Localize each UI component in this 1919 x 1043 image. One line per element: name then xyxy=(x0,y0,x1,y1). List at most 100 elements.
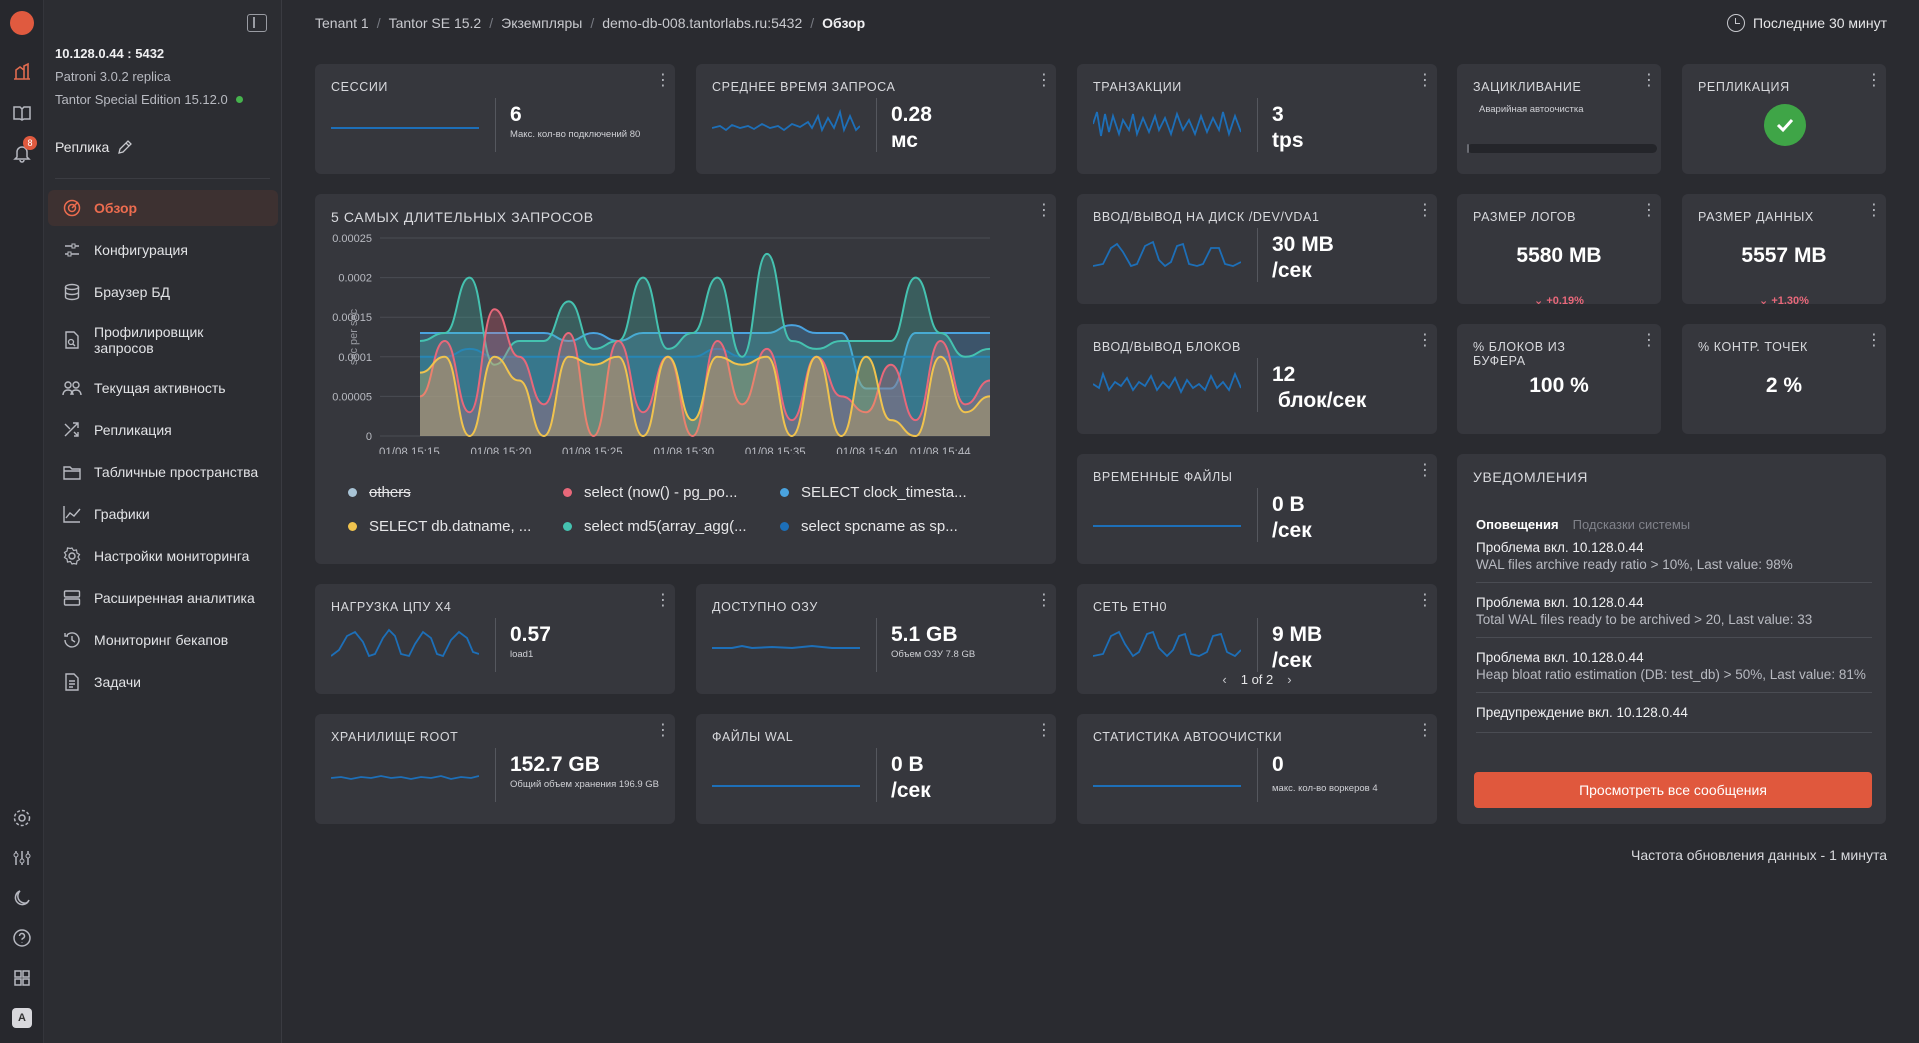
y-tick-label: 0.00025 xyxy=(332,233,372,245)
kebab-menu-icon[interactable]: ⋮ xyxy=(1641,202,1657,219)
kebab-menu-icon[interactable]: ⋮ xyxy=(655,722,671,739)
adjust-icon[interactable] xyxy=(9,845,35,871)
book-icon[interactable] xyxy=(9,100,35,126)
tab-system-hints[interactable]: Подсказки системы xyxy=(1572,517,1691,532)
kebab-menu-icon[interactable]: ⋮ xyxy=(655,72,671,89)
ram-sparkline xyxy=(712,644,860,650)
avg-query-number: 0.28 xyxy=(891,103,932,126)
sidebar-item-label: Текущая активность xyxy=(94,380,226,396)
sidebar-item-query-profiler[interactable]: Профилировщик запросов xyxy=(48,316,278,364)
sidebar-item-tablespaces[interactable]: Табличные пространства xyxy=(48,454,278,490)
breadcrumb-tenant[interactable]: Tenant 1 xyxy=(315,15,369,31)
edition-label: Tantor Special Edition 15.12.0 xyxy=(55,92,228,107)
edit-pencil-icon[interactable] xyxy=(117,139,133,155)
legend-item[interactable]: SELECT clock_timesta... xyxy=(780,484,967,501)
view-all-messages-button[interactable]: Просмотреть все сообщения xyxy=(1474,772,1872,808)
x-tick-label: 01/08 15:44 xyxy=(910,447,971,454)
sidebar-item-configuration[interactable]: Конфигурация xyxy=(48,232,278,268)
card-avg-query-time: Среднее время запроса ⋮ 0.28 мс xyxy=(696,64,1056,174)
notification-item[interactable]: Проблема вкл. 10.128.0.44 Heap bloat rat… xyxy=(1476,650,1872,693)
breadcrumb-product[interactable]: Tantor SE 15.2 xyxy=(388,15,482,31)
kebab-menu-icon[interactable]: ⋮ xyxy=(1036,722,1052,739)
sidebar-divider xyxy=(55,178,270,179)
moon-icon[interactable] xyxy=(9,885,35,911)
kebab-menu-icon[interactable]: ⋮ xyxy=(1417,72,1433,89)
settings-icon[interactable] xyxy=(9,805,35,831)
kebab-menu-icon[interactable]: ⋮ xyxy=(1866,202,1882,219)
kebab-menu-icon[interactable]: ⋮ xyxy=(1417,462,1433,479)
kebab-menu-icon[interactable]: ⋮ xyxy=(1036,592,1052,609)
kebab-menu-icon[interactable]: ⋮ xyxy=(1417,202,1433,219)
user-avatar[interactable]: A xyxy=(9,1005,35,1031)
notifications-tabs: Оповещения Подсказки системы xyxy=(1476,517,1690,532)
card-wal-files: Файлы WAL ⋮ 0 B/сек xyxy=(696,714,1056,824)
storage-note: Общий объем хранения 196.9 GB xyxy=(510,779,660,790)
dashboard-icon[interactable] xyxy=(9,58,35,84)
legend-item[interactable]: SELECT db.datname, ... xyxy=(348,518,531,535)
sliders-icon xyxy=(62,240,82,260)
sidebar-item-monitoring-settings[interactable]: Настройки мониторинга xyxy=(48,538,278,574)
card-checkpoints: % контр. точек ⋮ 2 % xyxy=(1682,324,1886,434)
sidebar-item-db-browser[interactable]: Браузер БД xyxy=(48,274,278,310)
logs-size-value: 5580 MB xyxy=(1516,244,1602,267)
sidebar-item-tasks[interactable]: Задачи xyxy=(48,664,278,700)
sidebar-item-backup-monitoring[interactable]: Мониторинг бекапов xyxy=(48,622,278,658)
avg-query-sparkline xyxy=(712,108,860,133)
help-icon[interactable] xyxy=(9,925,35,951)
kebab-menu-icon[interactable]: ⋮ xyxy=(1641,72,1657,89)
card-title: Репликация xyxy=(1698,80,1790,94)
card-network: Сеть eth0 ⋮ 9 MB/сек ‹ 1 of 2 › xyxy=(1077,584,1437,694)
temp-files-sparkline xyxy=(1093,525,1241,527)
kebab-menu-icon[interactable]: ⋮ xyxy=(1036,72,1052,89)
notification-item[interactable]: Проблема вкл. 10.128.0.44 Total WAL file… xyxy=(1476,595,1872,638)
folder-icon xyxy=(62,462,82,482)
target-icon xyxy=(62,198,82,218)
cpu-sparkline xyxy=(331,628,479,658)
server-icon xyxy=(62,588,82,608)
tab-alerts[interactable]: Оповещения xyxy=(1476,517,1559,532)
sidebar-item-charts[interactable]: Графики xyxy=(48,496,278,532)
sessions-sparkline xyxy=(331,127,479,129)
breadcrumb-instances[interactable]: Экземпляры xyxy=(501,15,583,31)
card-divider xyxy=(495,98,496,152)
bell-icon[interactable]: 8 xyxy=(9,136,37,166)
notification-item[interactable]: Проблема вкл. 10.128.0.44 WAL files arch… xyxy=(1476,540,1872,583)
legend-item[interactable]: select (now() - pg_po... xyxy=(563,484,737,501)
collapse-sidebar-icon[interactable] xyxy=(247,14,267,32)
x-tick-label: 01/08 15:20 xyxy=(470,447,531,454)
app-logo-icon[interactable] xyxy=(9,10,35,36)
sidebar-item-advanced-analytics[interactable]: Расширенная аналитика xyxy=(48,580,278,616)
card-buffer-blocks: % блоков из буфера ⋮ 100 % xyxy=(1457,324,1661,434)
kebab-menu-icon[interactable]: ⋮ xyxy=(1417,722,1433,739)
kebab-menu-icon[interactable]: ⋮ xyxy=(1417,592,1433,609)
kebab-menu-icon[interactable]: ⋮ xyxy=(1036,202,1052,219)
prev-page-icon[interactable]: ‹ xyxy=(1222,672,1227,687)
legend-item[interactable]: others xyxy=(348,484,411,501)
line-chart-icon xyxy=(62,504,82,524)
breadcrumb-instance[interactable]: demo-db-008.tantorlabs.ru:5432 xyxy=(602,15,803,31)
notification-item[interactable]: Предупреждение вкл. 10.128.0.44 xyxy=(1476,705,1872,733)
legend-item[interactable]: select md5(array_agg(... xyxy=(563,518,747,535)
kebab-menu-icon[interactable]: ⋮ xyxy=(1866,72,1882,89)
legend-item[interactable]: select spcname as sp... xyxy=(780,518,958,535)
sidebar-item-current-activity[interactable]: Текущая активность xyxy=(48,370,278,406)
kebab-menu-icon[interactable]: ⋮ xyxy=(655,592,671,609)
data-size-delta: ⌄ +1.30% xyxy=(1759,295,1809,307)
next-page-icon[interactable]: › xyxy=(1287,672,1292,687)
x-tick-label: 01/08 15:30 xyxy=(653,447,714,454)
sessions-note: Макс. кол-во подключений 80 xyxy=(510,129,641,140)
legend-dot xyxy=(348,488,357,497)
legend-dot xyxy=(780,488,789,497)
card-divider xyxy=(1257,618,1258,672)
sidebar-item-overview[interactable]: Обзор xyxy=(48,190,278,226)
block-io-unit: блок/сек xyxy=(1277,389,1367,412)
kebab-menu-icon[interactable]: ⋮ xyxy=(1641,332,1657,349)
notification-count-badge: 8 xyxy=(23,136,37,150)
kebab-menu-icon[interactable]: ⋮ xyxy=(1866,332,1882,349)
grid-icon[interactable] xyxy=(9,965,35,991)
time-range-selector[interactable]: Последние 30 минут xyxy=(1727,14,1887,32)
icon-rail: 8 A xyxy=(0,0,44,1043)
kebab-menu-icon[interactable]: ⋮ xyxy=(1417,332,1433,349)
sidebar-item-replication[interactable]: Репликация xyxy=(48,412,278,448)
card-wraparound: Зацикливание ⋮ Аварийная автоочистка xyxy=(1457,64,1661,174)
